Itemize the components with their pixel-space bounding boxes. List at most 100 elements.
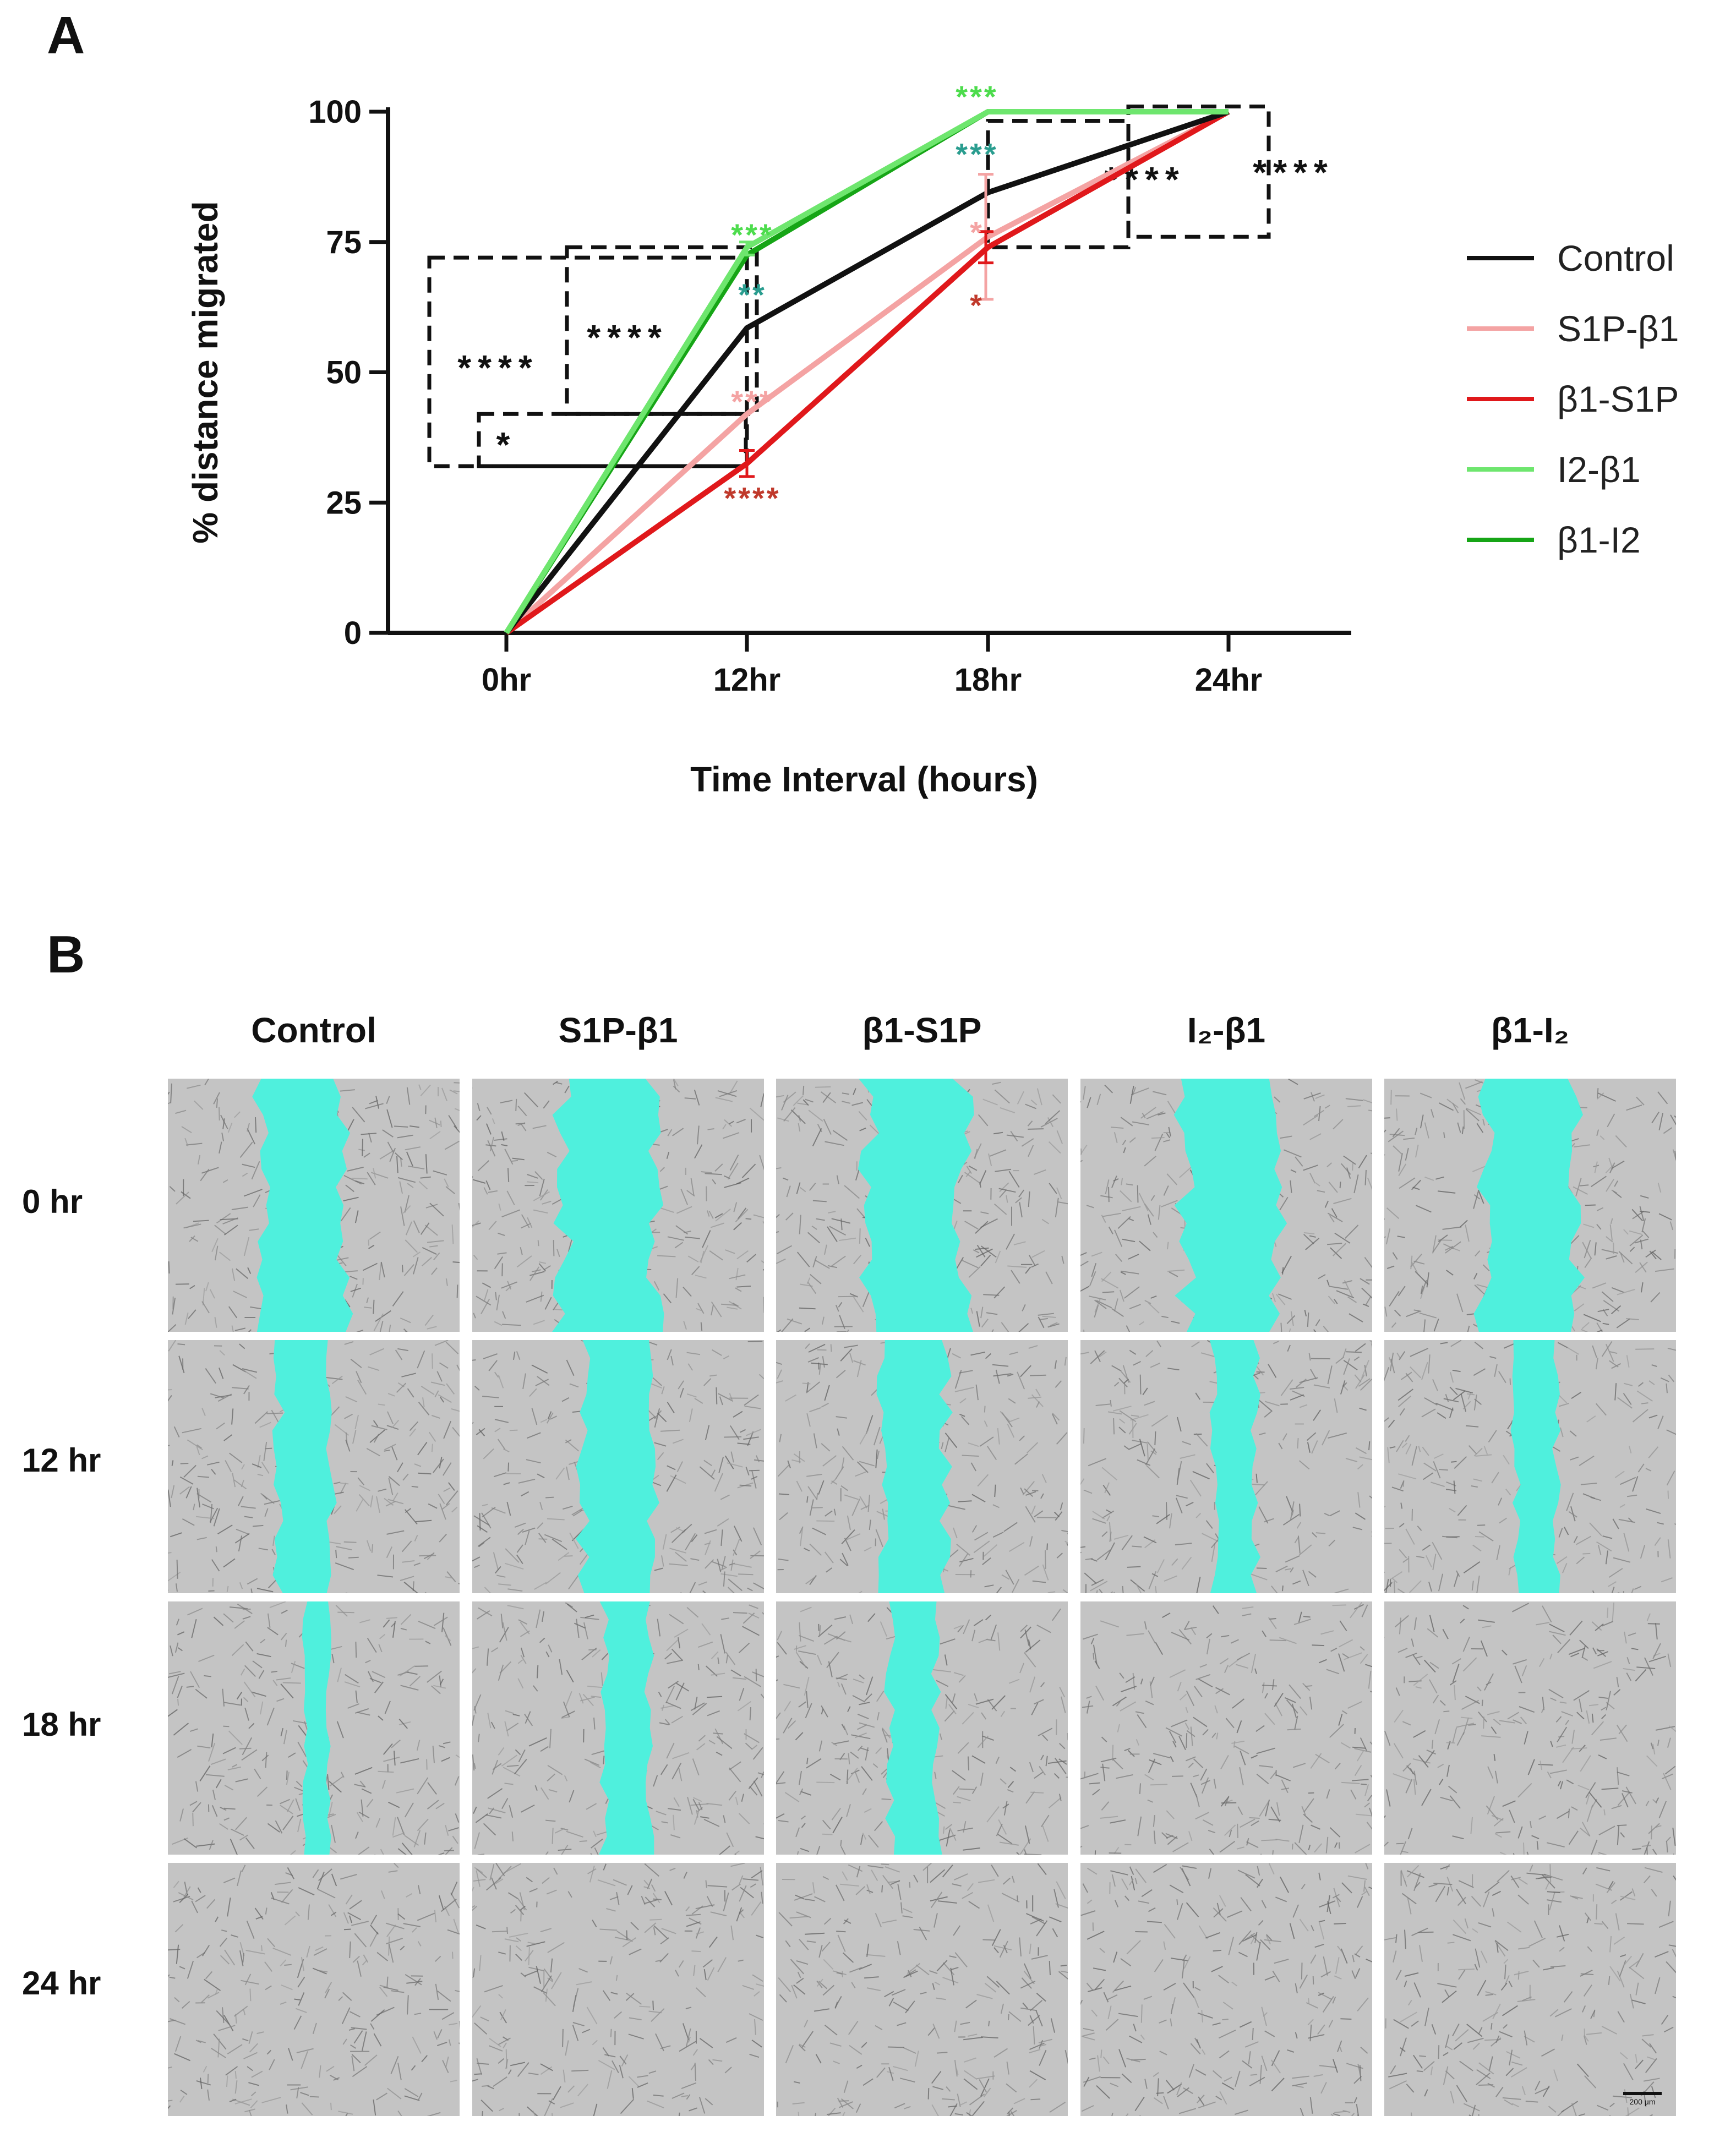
significance-label: ****	[587, 318, 668, 357]
micrograph-texture	[168, 1863, 460, 2116]
wound-gap-overlay	[575, 1340, 659, 1593]
panel-b-letter: B	[47, 925, 85, 984]
micrograph-tile	[472, 1079, 764, 1332]
x-tick-label: 0hr	[482, 662, 531, 698]
legend-item: Control	[1467, 223, 1679, 293]
wound-gap-overlay	[1510, 1340, 1561, 1593]
legend-item: β1-S1P	[1467, 364, 1679, 434]
column-header: Control	[251, 1010, 376, 1050]
micrograph-tile	[472, 1340, 764, 1593]
series-line-control	[504, 109, 1230, 635]
series-line-s1p-1	[504, 109, 1230, 635]
x-tick-label: 24hr	[1195, 662, 1263, 698]
significance-box	[565, 245, 759, 416]
x-axis-title: Time Interval (hours)	[690, 759, 1038, 799]
x-tick-label: 12hr	[713, 662, 781, 698]
micrograph-tile	[472, 1601, 764, 1855]
legend-swatch	[1467, 397, 1534, 401]
significance-box	[477, 412, 748, 468]
significance-box	[427, 255, 749, 468]
x-tick-label: 18hr	[954, 662, 1022, 698]
wound-gap-overlay	[858, 1079, 974, 1332]
legend-label: I2-β1	[1557, 449, 1641, 490]
significance-label: *	[496, 425, 517, 464]
micrograph-tile	[1080, 1863, 1372, 2116]
micrograph-texture	[776, 1079, 1068, 1332]
row-label: 0 hr	[22, 1183, 83, 1220]
wound-gap-overlay	[1209, 1340, 1260, 1593]
wound-gap-overlay	[598, 1601, 654, 1855]
column-header: I₂-β1	[1187, 1010, 1266, 1050]
micrograph-tile: 200 μm	[1384, 1863, 1676, 2116]
scale-bar-label: 200 μm	[1629, 2097, 1656, 2106]
wound-gap-overlay	[1173, 1079, 1287, 1332]
micrograph-texture	[168, 1079, 460, 1332]
micrograph-tile	[168, 1340, 460, 1593]
row-label: 18 hr	[22, 1706, 101, 1743]
wound-gap-overlay	[252, 1079, 353, 1332]
micrograph-tile	[168, 1863, 460, 2116]
micrograph-tile	[1384, 1079, 1676, 1332]
micrograph-tile	[1384, 1340, 1676, 1593]
scale-bar: 200 μm	[1623, 2092, 1662, 2106]
column-header: β1-I₂	[1491, 1010, 1570, 1050]
annotation-asterisks: ***	[956, 79, 998, 114]
line-chart: 0 25 50 75 100 0hr 12hr 18hr 24hr Time Interval (…	[185, 79, 1351, 799]
micrograph-texture	[472, 1079, 764, 1332]
y-tick-label: 25	[326, 485, 362, 521]
wound-gap-overlay	[884, 1601, 942, 1855]
micrograph-tile	[1080, 1079, 1372, 1332]
micrograph-texture	[472, 1340, 764, 1593]
legend-swatch	[1467, 538, 1534, 542]
micrograph-texture	[1080, 1863, 1372, 2116]
column-header: S1P-β1	[558, 1010, 678, 1050]
wound-gap-overlay	[302, 1601, 331, 1855]
legend-item: S1P-β1	[1467, 293, 1679, 364]
annotation-asterisks: ***	[731, 384, 773, 419]
y-tick-label: 0	[344, 615, 362, 651]
significance-label: ****	[1253, 152, 1334, 192]
micrograph-texture	[472, 1863, 764, 2116]
micrograph-tile	[776, 1863, 1068, 2116]
micrograph-tile	[472, 1863, 764, 2116]
wound-gap-overlay	[1473, 1079, 1585, 1332]
annotation-asterisks: ***	[956, 136, 998, 171]
series-line-i2-1	[504, 109, 1229, 635]
significance-label: ****	[1104, 160, 1186, 199]
wound-gap-overlay	[272, 1340, 337, 1593]
row-label: 24 hr	[22, 1965, 101, 2002]
annotation-asterisks: *	[970, 215, 984, 249]
micrograph-tile	[168, 1079, 460, 1332]
scale-bar-line	[1623, 2092, 1662, 2095]
legend-item: β1-I2	[1467, 505, 1679, 575]
y-tick-label: 50	[326, 355, 362, 391]
legend-label: β1-I2	[1557, 520, 1641, 560]
micrograph-texture	[1080, 1079, 1372, 1332]
series-line--1-s1p	[505, 109, 1230, 636]
column-header: β1-S1P	[862, 1010, 982, 1050]
chart-legend: Control S1P-β1 β1-S1P I2-β1 β1-I2	[1467, 223, 1679, 575]
micrograph-texture	[1080, 1601, 1372, 1855]
legend-label: S1P-β1	[1557, 308, 1679, 349]
micrograph-tile	[776, 1079, 1068, 1332]
micrograph-texture	[1080, 1340, 1372, 1593]
panel-a-letter: A	[47, 6, 85, 65]
wound-gap-overlay	[876, 1340, 953, 1593]
legend-label: β1-S1P	[1557, 379, 1679, 419]
micrograph-texture	[168, 1601, 460, 1855]
micrograph-tile	[776, 1340, 1068, 1593]
annotation-asterisks: *	[970, 288, 984, 322]
wound-gap-overlay	[552, 1079, 664, 1332]
legend-label: Control	[1557, 238, 1674, 278]
micrograph-tile	[776, 1601, 1068, 1855]
micrograph-texture	[776, 1340, 1068, 1593]
legend-item: I2-β1	[1467, 434, 1679, 505]
micrograph-tile	[168, 1601, 460, 1855]
y-tick-label: 75	[326, 225, 362, 260]
annotation-asterisks: ****	[724, 480, 780, 515]
micrograph-texture	[776, 1863, 1068, 2116]
legend-swatch	[1467, 256, 1534, 260]
micrograph-texture	[1384, 1863, 1676, 2116]
micrograph-tile	[1080, 1601, 1372, 1855]
row-label: 12 hr	[22, 1442, 101, 1479]
